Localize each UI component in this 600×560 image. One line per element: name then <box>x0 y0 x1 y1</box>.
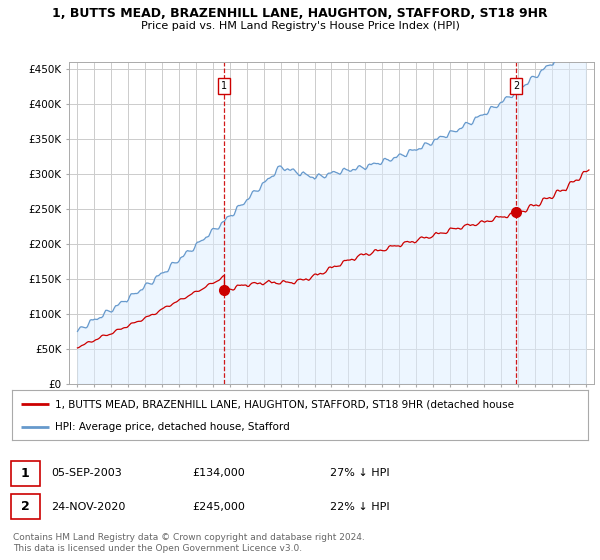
Text: 2: 2 <box>21 500 29 514</box>
Text: 22% ↓ HPI: 22% ↓ HPI <box>330 502 389 512</box>
Text: 24-NOV-2020: 24-NOV-2020 <box>51 502 125 512</box>
Text: 1: 1 <box>221 81 227 91</box>
Text: 1, BUTTS MEAD, BRAZENHILL LANE, HAUGHTON, STAFFORD, ST18 9HR (detached house: 1, BUTTS MEAD, BRAZENHILL LANE, HAUGHTON… <box>55 399 514 409</box>
Text: 1, BUTTS MEAD, BRAZENHILL LANE, HAUGHTON, STAFFORD, ST18 9HR: 1, BUTTS MEAD, BRAZENHILL LANE, HAUGHTON… <box>52 7 548 20</box>
Text: 1: 1 <box>21 466 29 480</box>
Text: Price paid vs. HM Land Registry's House Price Index (HPI): Price paid vs. HM Land Registry's House … <box>140 21 460 31</box>
Text: 2: 2 <box>513 81 519 91</box>
Text: Contains HM Land Registry data © Crown copyright and database right 2024.
This d: Contains HM Land Registry data © Crown c… <box>13 533 365 553</box>
Text: 27% ↓ HPI: 27% ↓ HPI <box>330 468 389 478</box>
Text: £245,000: £245,000 <box>192 502 245 512</box>
Text: £134,000: £134,000 <box>192 468 245 478</box>
Text: 05-SEP-2003: 05-SEP-2003 <box>51 468 122 478</box>
Text: HPI: Average price, detached house, Stafford: HPI: Average price, detached house, Staf… <box>55 422 290 432</box>
